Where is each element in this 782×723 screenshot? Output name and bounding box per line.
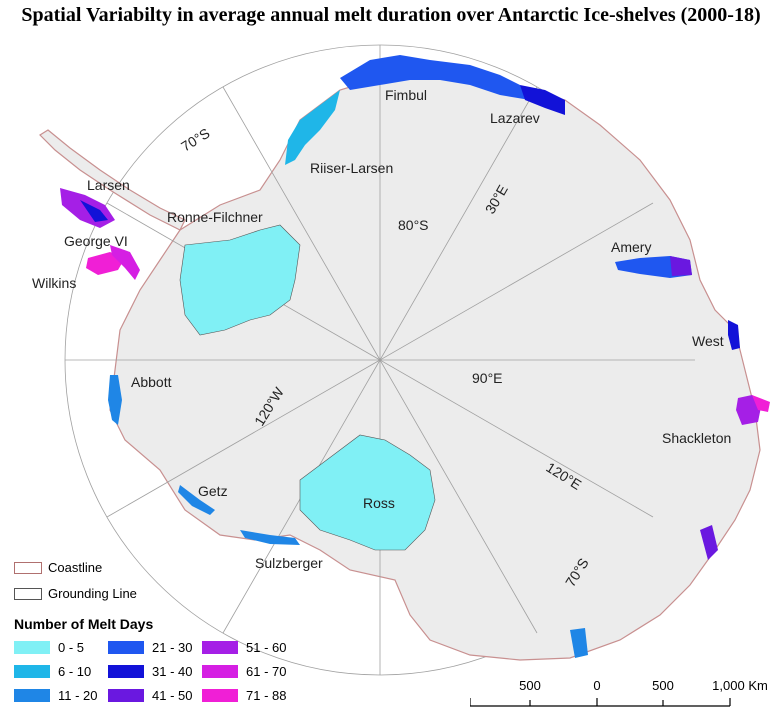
melt-swatch (202, 689, 238, 702)
melt-swatch (202, 665, 238, 678)
label-sulzberger: Sulzberger (255, 555, 323, 571)
label-west: West (692, 333, 724, 349)
label-shackleton: Shackleton (662, 430, 731, 446)
grounding-line-label: Grounding Line (48, 586, 137, 601)
melt-swatch (108, 665, 144, 678)
legend-grounding-line: Grounding Line (14, 586, 137, 601)
lazarev-ice-shelf (520, 85, 565, 115)
legend-class-6: 51 - 60 (202, 640, 286, 655)
legend-class-8: 71 - 88 (202, 688, 286, 703)
label-getz: Getz (198, 483, 228, 499)
melt-class-label: 61 - 70 (246, 664, 287, 679)
map-frame: 70°S 80°S 30°E 90°E 120°E 120°W 70°S Fim… (0, 30, 782, 718)
label-amery: Amery (611, 239, 651, 255)
label-abbott: Abbott (131, 374, 172, 390)
legend-class-3: 21 - 30 (108, 640, 192, 655)
coastline-label: Coastline (48, 560, 103, 575)
larsen-north (80, 200, 108, 222)
melt-class-label: 21 - 30 (152, 640, 193, 655)
amery-front (670, 256, 692, 276)
melt-swatch (202, 641, 238, 654)
fimbul-ice-shelf (340, 55, 530, 100)
legend-class-5: 41 - 50 (108, 688, 192, 703)
label-wilkins: Wilkins (32, 275, 76, 291)
label-george-vi: George VI (64, 233, 128, 249)
sulzberger-ice-shelf (240, 530, 300, 545)
legend-coastline: Coastline (14, 560, 102, 575)
melt-swatch (14, 665, 50, 678)
abbott-ice-shelf (108, 375, 122, 425)
graticule-label-90e: 90°E (472, 370, 503, 386)
label-lazarev: Lazarev (490, 110, 540, 126)
west-ice-shelf (728, 320, 740, 350)
graticule-label-80s: 80°S (398, 217, 429, 233)
shackleton-tip (752, 395, 770, 412)
legend-class-0: 0 - 5 (14, 640, 84, 655)
scale-tick-500-right: 500 (652, 678, 674, 693)
ross-ice-shelf (299, 434, 436, 551)
scale-bar-graphic: 500 0 500 1,000 Km (469, 678, 768, 707)
melt-class-label: 41 - 50 (152, 688, 193, 703)
melt-class-label: 51 - 60 (246, 640, 287, 655)
legend-class-1: 6 - 10 (14, 664, 91, 679)
melt-class-label: 31 - 40 (152, 664, 193, 679)
melt-class-label: 0 - 5 (58, 640, 85, 655)
label-ronne-filchner: Ronne-Filchner (167, 209, 263, 225)
melt-days-title: Number of Melt Days (14, 616, 154, 632)
label-fimbul: Fimbul (385, 87, 427, 103)
melt-swatch (14, 641, 50, 654)
grounding-line-swatch (14, 587, 42, 600)
melt-class-label: 11 - 20 (58, 688, 98, 703)
legend-class-7: 61 - 70 (202, 664, 286, 679)
melt-class-label: 71 - 88 (246, 688, 287, 703)
southeast-coast-shelf (570, 628, 588, 658)
antarctica-map: 70°S 80°S 30°E 90°E 120°E 120°W 70°S Fim… (32, 44, 770, 676)
ronne-filchner-ice-shelf (179, 224, 301, 336)
label-larsen: Larsen (87, 177, 130, 193)
melt-swatch (108, 689, 144, 702)
label-ross: Ross (363, 495, 395, 511)
melt-class-label: 6 - 10 (58, 664, 92, 679)
antarctic-peninsula (39, 129, 186, 231)
melt-swatch (108, 641, 144, 654)
label-riiser-larsen: Riiser-Larsen (310, 160, 393, 176)
scale-tick-500-left: 500 (519, 678, 541, 693)
antarctica-landmass (109, 69, 761, 661)
george-vi-ice-shelf (110, 245, 140, 280)
melt-swatch (14, 689, 50, 702)
east-coast-shelf (700, 525, 718, 560)
coastline-swatch (14, 561, 42, 574)
scale-bar: 500 0 500 1,000 Km (469, 676, 780, 716)
legend-class-2: 11 - 20 (14, 688, 98, 703)
map-title: Spatial Variabilty in average annual mel… (21, 4, 761, 26)
riiser-larsen-ice-shelf (285, 90, 340, 165)
getz-ice-shelf (178, 485, 215, 515)
scale-tick-1000: 1,000 Km (712, 678, 768, 693)
scale-tick-0: 0 (593, 678, 600, 693)
graticule-label-70s-top: 70°S (178, 125, 212, 155)
legend-class-4: 31 - 40 (108, 664, 192, 679)
